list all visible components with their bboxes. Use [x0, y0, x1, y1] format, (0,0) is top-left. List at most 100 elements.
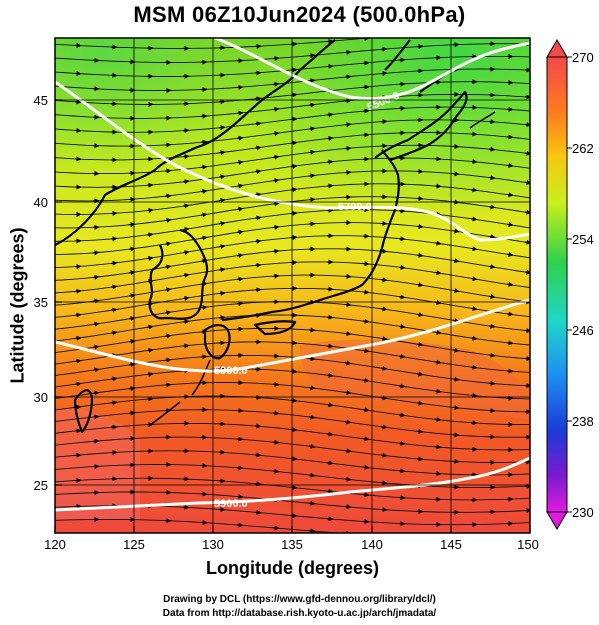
wind-arrow: [362, 377, 370, 383]
wind-arrow: [326, 112, 334, 118]
wind-arrow: [164, 193, 172, 199]
coast-kyushu: [203, 324, 231, 360]
wind-arrow: [380, 70, 388, 76]
wind-arrow: [272, 410, 280, 416]
wind-arrow: [182, 272, 190, 278]
wind-arrow: [326, 372, 334, 378]
wind-arrow: [452, 228, 460, 234]
wind-arrow: [326, 488, 334, 494]
wind-arrow: [362, 436, 370, 442]
graticule: [55, 38, 530, 533]
streamline: [55, 55, 530, 77]
wind-arrow: [236, 206, 244, 212]
wind-arrow: [164, 168, 172, 174]
wind-arrow: [506, 134, 514, 140]
streamline: [55, 209, 530, 242]
wind-arrow: [182, 295, 190, 301]
wind-arrow: [272, 381, 280, 387]
wind-arrow: [272, 201, 280, 207]
wind-arrow: [344, 390, 352, 396]
wind-arrow: [362, 108, 370, 114]
wind-arrow: [254, 452, 262, 458]
wind-arrow: [110, 307, 118, 313]
streamline: [55, 450, 530, 476]
contour-5700: [55, 80, 530, 242]
wind-arrow: [254, 423, 262, 429]
wind-arrow: [434, 416, 442, 422]
wind-arrow: [308, 126, 316, 132]
wind-arrow: [92, 274, 100, 280]
wind-arrow: [506, 368, 514, 374]
wind-arrow: [326, 159, 334, 165]
colorbar-tick-label: 262: [572, 141, 594, 156]
wind-arrow: [236, 135, 244, 141]
wind-arrow: [164, 217, 172, 223]
wind-arrow: [236, 522, 244, 528]
wind-arrow: [308, 149, 316, 155]
wind-arrow: [398, 81, 406, 87]
colorbar-tick-label: 238: [572, 414, 594, 429]
wind-arrow: [254, 96, 262, 102]
coast-ryukyu: [149, 359, 211, 426]
wind-arrow: [200, 305, 208, 311]
colorbar-tick-label: 230: [572, 505, 594, 520]
wind-arrow: [416, 371, 424, 377]
axis-ticks: [54, 99, 531, 533]
x-tick-label: 140: [361, 537, 383, 552]
y-tick-label: 40: [34, 195, 48, 210]
wind-arrow: [74, 358, 82, 364]
wind-arrow: [344, 419, 352, 425]
wind-arrow: [344, 448, 352, 454]
wind-arrow: [110, 330, 118, 336]
wind-arrow: [308, 443, 316, 449]
x-tick-label: 145: [440, 537, 462, 552]
wind-arrow: [452, 405, 460, 411]
coast-hokkaido: [374, 90, 468, 162]
wind-arrow: [470, 335, 478, 341]
wind-arrow: [308, 197, 316, 203]
wind-arrow: [326, 343, 334, 349]
streamline: [55, 183, 530, 215]
wind-arrow: [488, 204, 496, 210]
contour-5900-south: [55, 456, 530, 512]
wind-arrow: [254, 145, 262, 151]
wind-arrow: [218, 197, 226, 203]
wind-arrow: [470, 392, 478, 398]
wind-arrow: [182, 343, 190, 349]
wind-arrow: [92, 298, 100, 304]
wind-arrow: [488, 323, 496, 329]
wind-arrow: [524, 269, 530, 275]
y-axis-label: Latitude (degrees): [7, 227, 28, 384]
contour-5900-north: [55, 298, 530, 373]
wind-arrow: [344, 74, 352, 80]
streamline: [55, 38, 376, 49]
wind-arrow: [416, 312, 424, 318]
wind-arrow: [254, 215, 262, 221]
wind-arrow: [380, 46, 388, 52]
wind-arrow: [254, 121, 262, 127]
wind-arrow: [182, 319, 190, 325]
wind-arrow: [452, 171, 460, 177]
contour-5500: [214, 38, 530, 101]
x-tick-label: 135: [281, 537, 303, 552]
wind-arrow: [362, 318, 370, 324]
wind-arrow: [434, 388, 442, 394]
wind-arrow: [344, 122, 352, 128]
wind-arrow: [164, 310, 172, 316]
height-contours: [55, 38, 530, 512]
wind-arrow: [146, 371, 154, 377]
wind-arrow: [470, 159, 478, 165]
wind-arrow: [398, 236, 406, 242]
coast-korea: [148, 228, 209, 320]
wind-arrow: [164, 287, 172, 293]
wind-arrow: [236, 229, 244, 235]
wind-arrow: [452, 258, 460, 264]
wind-arrow: [488, 380, 496, 386]
wind-arrow: [146, 396, 154, 402]
wind-arrow: [200, 188, 208, 194]
wind-arrow: [380, 480, 388, 486]
wind-arrow: [182, 226, 190, 232]
colorbar-tick-label: 270: [572, 50, 594, 65]
wind-arrow: [218, 221, 226, 227]
wind-arrow: [146, 232, 154, 238]
